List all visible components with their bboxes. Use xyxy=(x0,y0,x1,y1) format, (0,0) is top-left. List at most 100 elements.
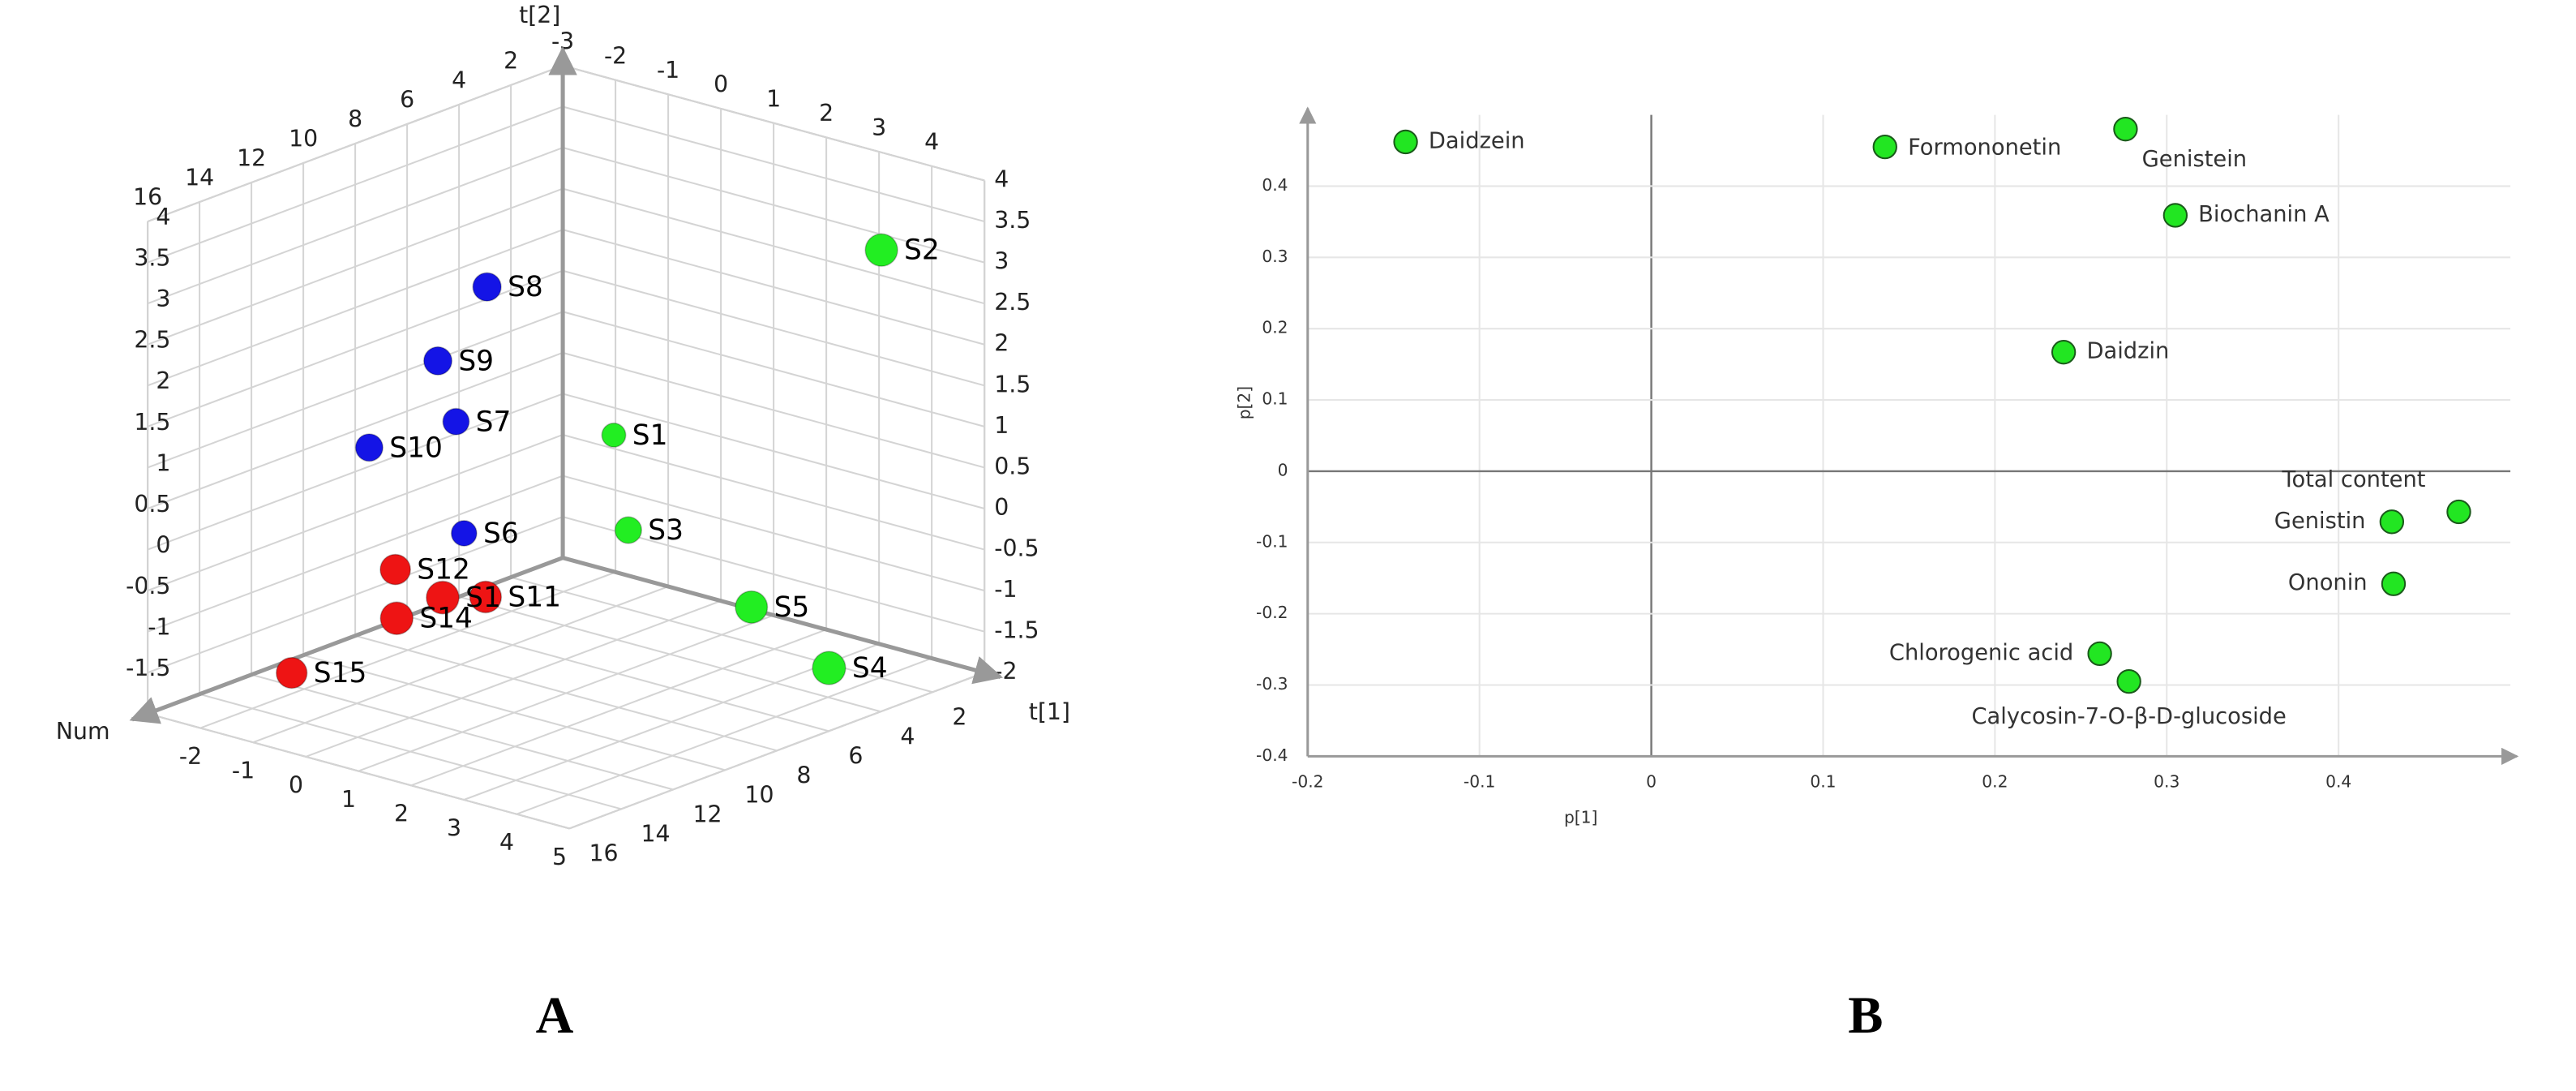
y-tick-label: 3.5 xyxy=(994,207,1031,234)
point-label: S14 xyxy=(419,603,473,635)
point-label: S10 xyxy=(389,432,443,464)
point-label: S6 xyxy=(483,518,519,550)
grid-line xyxy=(302,654,726,771)
data-point xyxy=(812,651,847,685)
x-tick-label: -2 xyxy=(179,743,202,770)
z-tick-label: 6 xyxy=(848,743,863,770)
x-tick-label: 0.3 xyxy=(2154,771,2180,791)
z-tick-label: 12 xyxy=(237,145,266,172)
z-tick-label: 10 xyxy=(744,782,774,809)
data-point xyxy=(422,346,453,376)
axis-title: t[1] xyxy=(1029,698,1070,725)
data-point xyxy=(864,233,898,267)
point-label: S3 xyxy=(648,514,684,547)
x-tick-label: -0.1 xyxy=(1464,771,1495,791)
z-tick-label: 6 xyxy=(400,87,414,114)
data-point xyxy=(426,580,460,615)
point-label: Calycosin-7-O-β-D-glucoside xyxy=(1971,704,2286,729)
panel-label: B xyxy=(1848,986,1883,1045)
x-tick-label: 2 xyxy=(819,100,834,127)
x-tick-label: -0.2 xyxy=(1292,771,1323,791)
y-tick-label: 0 xyxy=(156,532,170,559)
y-tick-label: 1.5 xyxy=(134,409,170,436)
y-tick-label: -0.2 xyxy=(1256,603,1288,622)
grid-line xyxy=(251,673,674,791)
data-point xyxy=(2051,340,2077,365)
grid-line xyxy=(406,615,829,732)
axis-title: p[2] xyxy=(1234,386,1254,419)
y-tick-label: 0.5 xyxy=(994,453,1031,479)
z-tick-label: 10 xyxy=(289,126,318,152)
axis-title: Num xyxy=(56,718,110,745)
z-tick-label: 12 xyxy=(692,801,722,828)
grid-line xyxy=(354,634,778,752)
y-tick-label: -1.5 xyxy=(994,617,1039,644)
data-point xyxy=(2446,499,2471,525)
data-point xyxy=(472,272,502,302)
point-label: Daidzein xyxy=(1429,128,1525,153)
x-tick-label: 4 xyxy=(924,128,939,155)
data-point xyxy=(601,422,627,448)
data-point xyxy=(379,601,414,636)
point-label: Ononin xyxy=(2288,570,2368,595)
y-tick-label: -0.3 xyxy=(1256,674,1288,694)
data-point xyxy=(735,590,769,624)
point-label: Biochanin A xyxy=(2198,202,2330,227)
x-tick-label: 0 xyxy=(1646,771,1657,791)
point-label: Genistin xyxy=(2274,509,2366,534)
y-tick-label: 3.5 xyxy=(134,245,170,272)
z-tick-label: 4 xyxy=(900,724,915,750)
z-tick-label: 8 xyxy=(348,106,362,133)
y-tick-label: 1 xyxy=(156,449,170,476)
x-tick-label: 3 xyxy=(872,114,886,141)
x-tick-label: 0.2 xyxy=(1982,771,2008,791)
data-point xyxy=(354,433,384,462)
z-tick-label: 4 xyxy=(452,67,466,94)
y-tick-label: 0.1 xyxy=(1262,389,1288,409)
data-point xyxy=(275,656,308,689)
data-point xyxy=(2381,571,2407,596)
grid-line xyxy=(568,672,985,830)
grid-line xyxy=(458,595,881,713)
data-point xyxy=(469,580,503,614)
y-tick-label: 0 xyxy=(1278,460,1288,479)
panel-label: A xyxy=(536,986,574,1045)
x-tick-label: -2 xyxy=(604,42,627,69)
y-tick-label: -0.1 xyxy=(1256,531,1288,551)
y-tick-label: 0 xyxy=(994,494,1009,521)
point-label: Chlorogenic acid xyxy=(1889,640,2073,665)
x-tick-label: 0.1 xyxy=(1810,771,1836,791)
z-tick-label: 2 xyxy=(952,704,967,731)
point-label: S11 xyxy=(508,581,561,613)
y-tick-label: -1 xyxy=(148,614,170,641)
y-tick-label: 2 xyxy=(156,367,170,394)
point-label: Daidzin xyxy=(2086,339,2169,364)
y-tick-label: 2 xyxy=(994,330,1009,357)
data-point xyxy=(2162,203,2188,228)
z-tick-label: 2 xyxy=(504,48,518,75)
point-label: Genistein xyxy=(2142,147,2247,172)
data-point xyxy=(450,520,478,547)
data-point xyxy=(614,516,643,544)
point-label: S2 xyxy=(904,234,940,267)
y-tick-label: -0.5 xyxy=(994,535,1039,562)
data-point xyxy=(2116,668,2141,694)
z-tick-label: 16 xyxy=(589,840,618,867)
x-tick-label: 0 xyxy=(714,71,728,98)
grid-line xyxy=(147,712,570,830)
y-tick-label: 4 xyxy=(156,204,170,230)
y-tick-label: 0.3 xyxy=(1262,247,1288,266)
point-label: S15 xyxy=(314,657,367,689)
point-label: Total content xyxy=(2281,467,2425,492)
point-label: Formononetin xyxy=(1908,135,2061,161)
data-point xyxy=(1393,129,1418,155)
z-tick-label: 16 xyxy=(133,184,162,211)
y-tick-label: 1.5 xyxy=(994,371,1031,397)
z-tick-label: 14 xyxy=(641,821,670,848)
point-label: S1 xyxy=(465,582,501,614)
point-label: S4 xyxy=(852,652,888,685)
x-tick-label: 0.4 xyxy=(2325,771,2351,791)
y-tick-label: 0.4 xyxy=(1262,175,1288,195)
grid-line xyxy=(510,576,933,694)
